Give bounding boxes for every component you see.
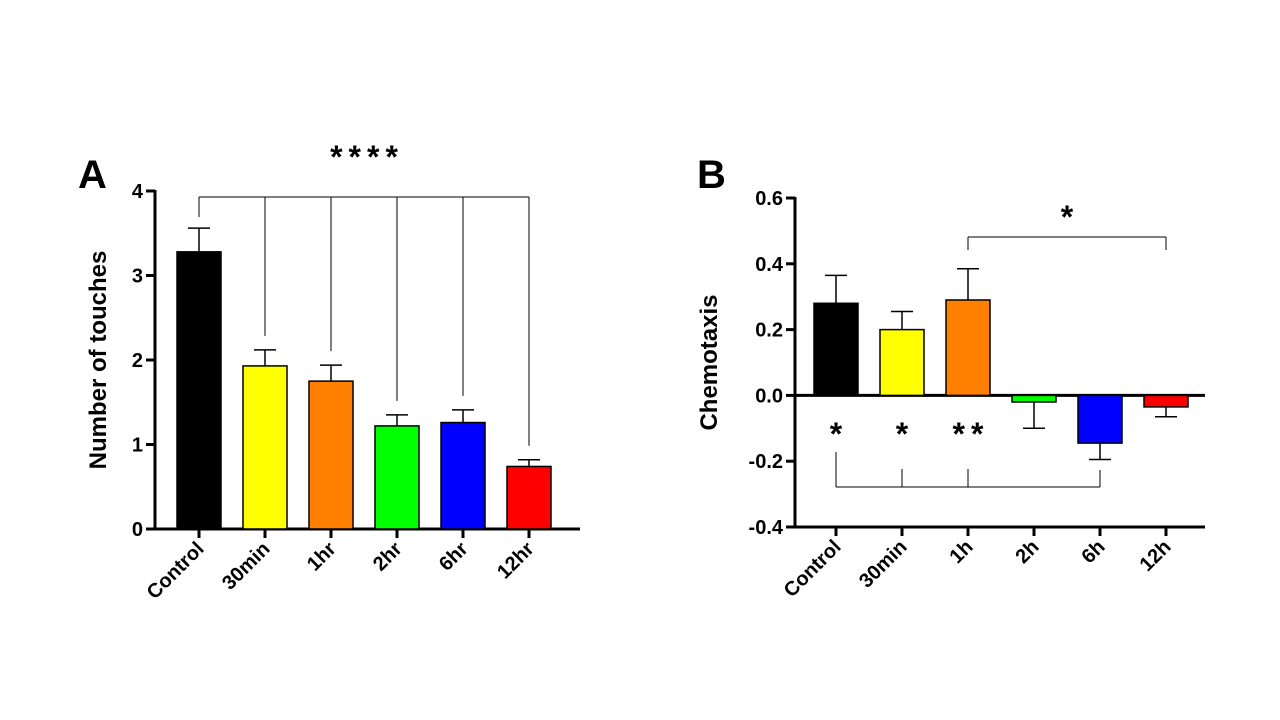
x-tick-label: 12h xyxy=(1136,536,1176,576)
x-tick-label: 1h xyxy=(945,536,977,568)
x-tick-label: 6h xyxy=(1077,536,1109,568)
x-tick-label: 6hr xyxy=(435,538,473,576)
significance-label: * xyxy=(1061,199,1079,235)
x-tick-label: 12hr xyxy=(493,538,539,584)
y-tick-label: -0.4 xyxy=(749,517,784,539)
y-tick-label: 0.6 xyxy=(755,188,783,210)
y-tick-label: 0.4 xyxy=(755,254,784,276)
x-tick-label: 30min xyxy=(855,536,911,592)
bar-30min xyxy=(879,328,925,397)
chart-b: -0.4 -0.2 0.0 0.2 0.4 0.6 Chemotaxis Control 30m… xyxy=(696,188,1205,602)
significance-label: ** xyxy=(953,416,990,452)
y-tick-label: 3 xyxy=(132,266,143,288)
y-tick-label: -0.2 xyxy=(749,451,783,473)
bar-6h xyxy=(1077,394,1123,444)
x-tick-label: Control xyxy=(780,536,846,602)
y-tick-label: 0.2 xyxy=(755,320,783,342)
y-tick-label: 0.0 xyxy=(755,385,783,407)
x-tick-label: Control xyxy=(143,538,209,604)
bar-control xyxy=(176,251,222,530)
bar-2hr xyxy=(374,425,420,530)
x-tick-label: 2hr xyxy=(369,538,407,576)
chart-a: 0 1 2 3 4 Number of touches Control 30min 1hr 2hr… xyxy=(85,139,580,604)
x-tick-label: 2h xyxy=(1011,536,1043,568)
significance-label: * xyxy=(896,416,914,452)
bar-control xyxy=(813,302,859,397)
bar-6hr xyxy=(440,421,486,530)
y-tick-label: 1 xyxy=(132,435,143,457)
bar-1hr xyxy=(308,380,354,530)
panel-b-label: B xyxy=(697,153,726,197)
bar-2h xyxy=(1011,394,1057,403)
significance-label: **** xyxy=(330,139,404,175)
bar-12h xyxy=(1143,394,1189,408)
y-tick-label: 2 xyxy=(132,350,143,372)
y-axis-title: Chemotaxis xyxy=(696,294,723,430)
bar-12hr xyxy=(506,465,552,530)
y-tick-label: 0 xyxy=(132,519,143,541)
x-tick-label: 30min xyxy=(218,538,274,594)
y-axis-title: Number of touches xyxy=(85,251,112,470)
panel-a-label: A xyxy=(78,153,107,197)
significance-label: * xyxy=(830,416,848,452)
y-tick-label: 4 xyxy=(132,181,144,203)
bar-30min xyxy=(242,365,288,530)
bar-1h xyxy=(945,299,991,397)
x-tick-label: 1hr xyxy=(303,538,341,576)
